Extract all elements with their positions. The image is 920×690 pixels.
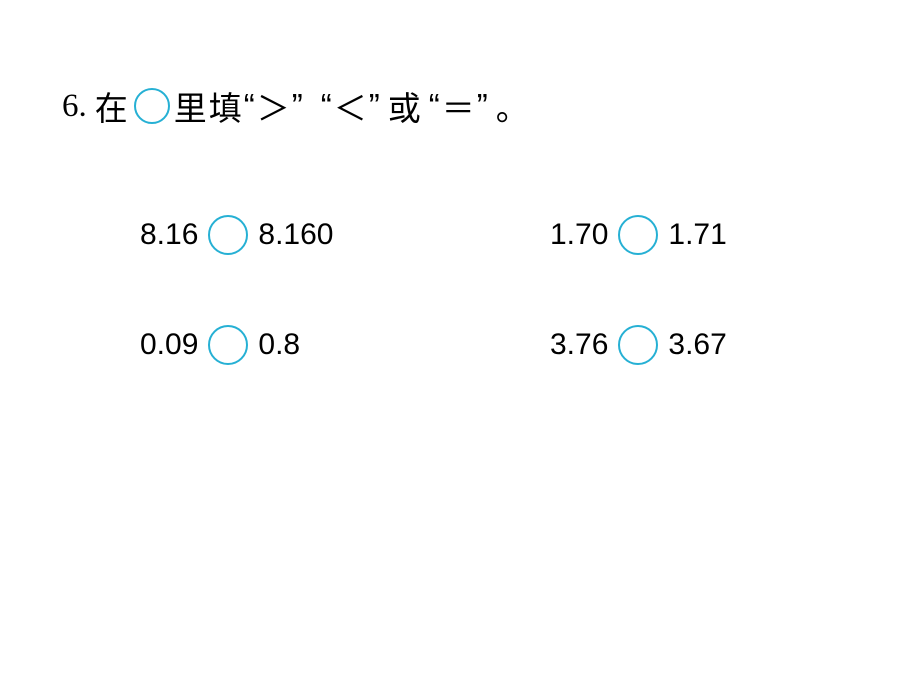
answer-circle-icon[interactable] (618, 215, 658, 255)
answer-circle-icon[interactable] (618, 325, 658, 365)
problems-container: 8.16 8.160 1.70 1.71 0.09 0.8 3.76 3.67 (140, 215, 860, 435)
problem-num: 1.70 (550, 218, 608, 252)
problem-num: 0.8 (258, 328, 300, 362)
problem-num: 0.09 (140, 328, 198, 362)
problem-num: 3.76 (550, 328, 608, 362)
symbol-gt: ＞ (257, 82, 292, 130)
problem-1-2: 1.70 1.71 (550, 215, 727, 255)
problem-row-1: 8.16 8.160 1.70 1.71 (140, 215, 860, 255)
problem-2-1: 0.09 0.8 (140, 325, 550, 365)
header-text-after: 里填 (174, 82, 244, 130)
question-number: 6. (62, 88, 87, 125)
problem-num: 3.67 (668, 328, 726, 362)
problem-num: 8.160 (258, 218, 333, 252)
quote-open-3: “ (429, 87, 442, 125)
question-header: 6. 在 里填 “ ＞ ” “ ＜ ” 或 “ ＝ ” 。 (62, 82, 531, 130)
quote-close-1: ” (292, 87, 305, 125)
problem-1-1: 8.16 8.160 (140, 215, 550, 255)
problem-num: 8.16 (140, 218, 198, 252)
header-circle-icon (134, 88, 170, 124)
problem-2-2: 3.76 3.67 (550, 325, 727, 365)
text-or: 或 (388, 82, 423, 130)
text-end: 。 (496, 82, 531, 130)
answer-circle-icon[interactable] (208, 325, 248, 365)
quote-open-1: “ (244, 87, 257, 125)
symbol-eq: ＝ (442, 82, 477, 130)
header-text-before: 在 (95, 82, 130, 130)
answer-circle-icon[interactable] (208, 215, 248, 255)
symbol-lt: ＜ (334, 82, 369, 130)
quote-close-3: ” (477, 87, 490, 125)
quote-open-2: “ (321, 87, 334, 125)
problem-row-2: 0.09 0.8 3.76 3.67 (140, 325, 860, 365)
problem-num: 1.71 (668, 218, 726, 252)
quote-close-2: ” (369, 87, 382, 125)
